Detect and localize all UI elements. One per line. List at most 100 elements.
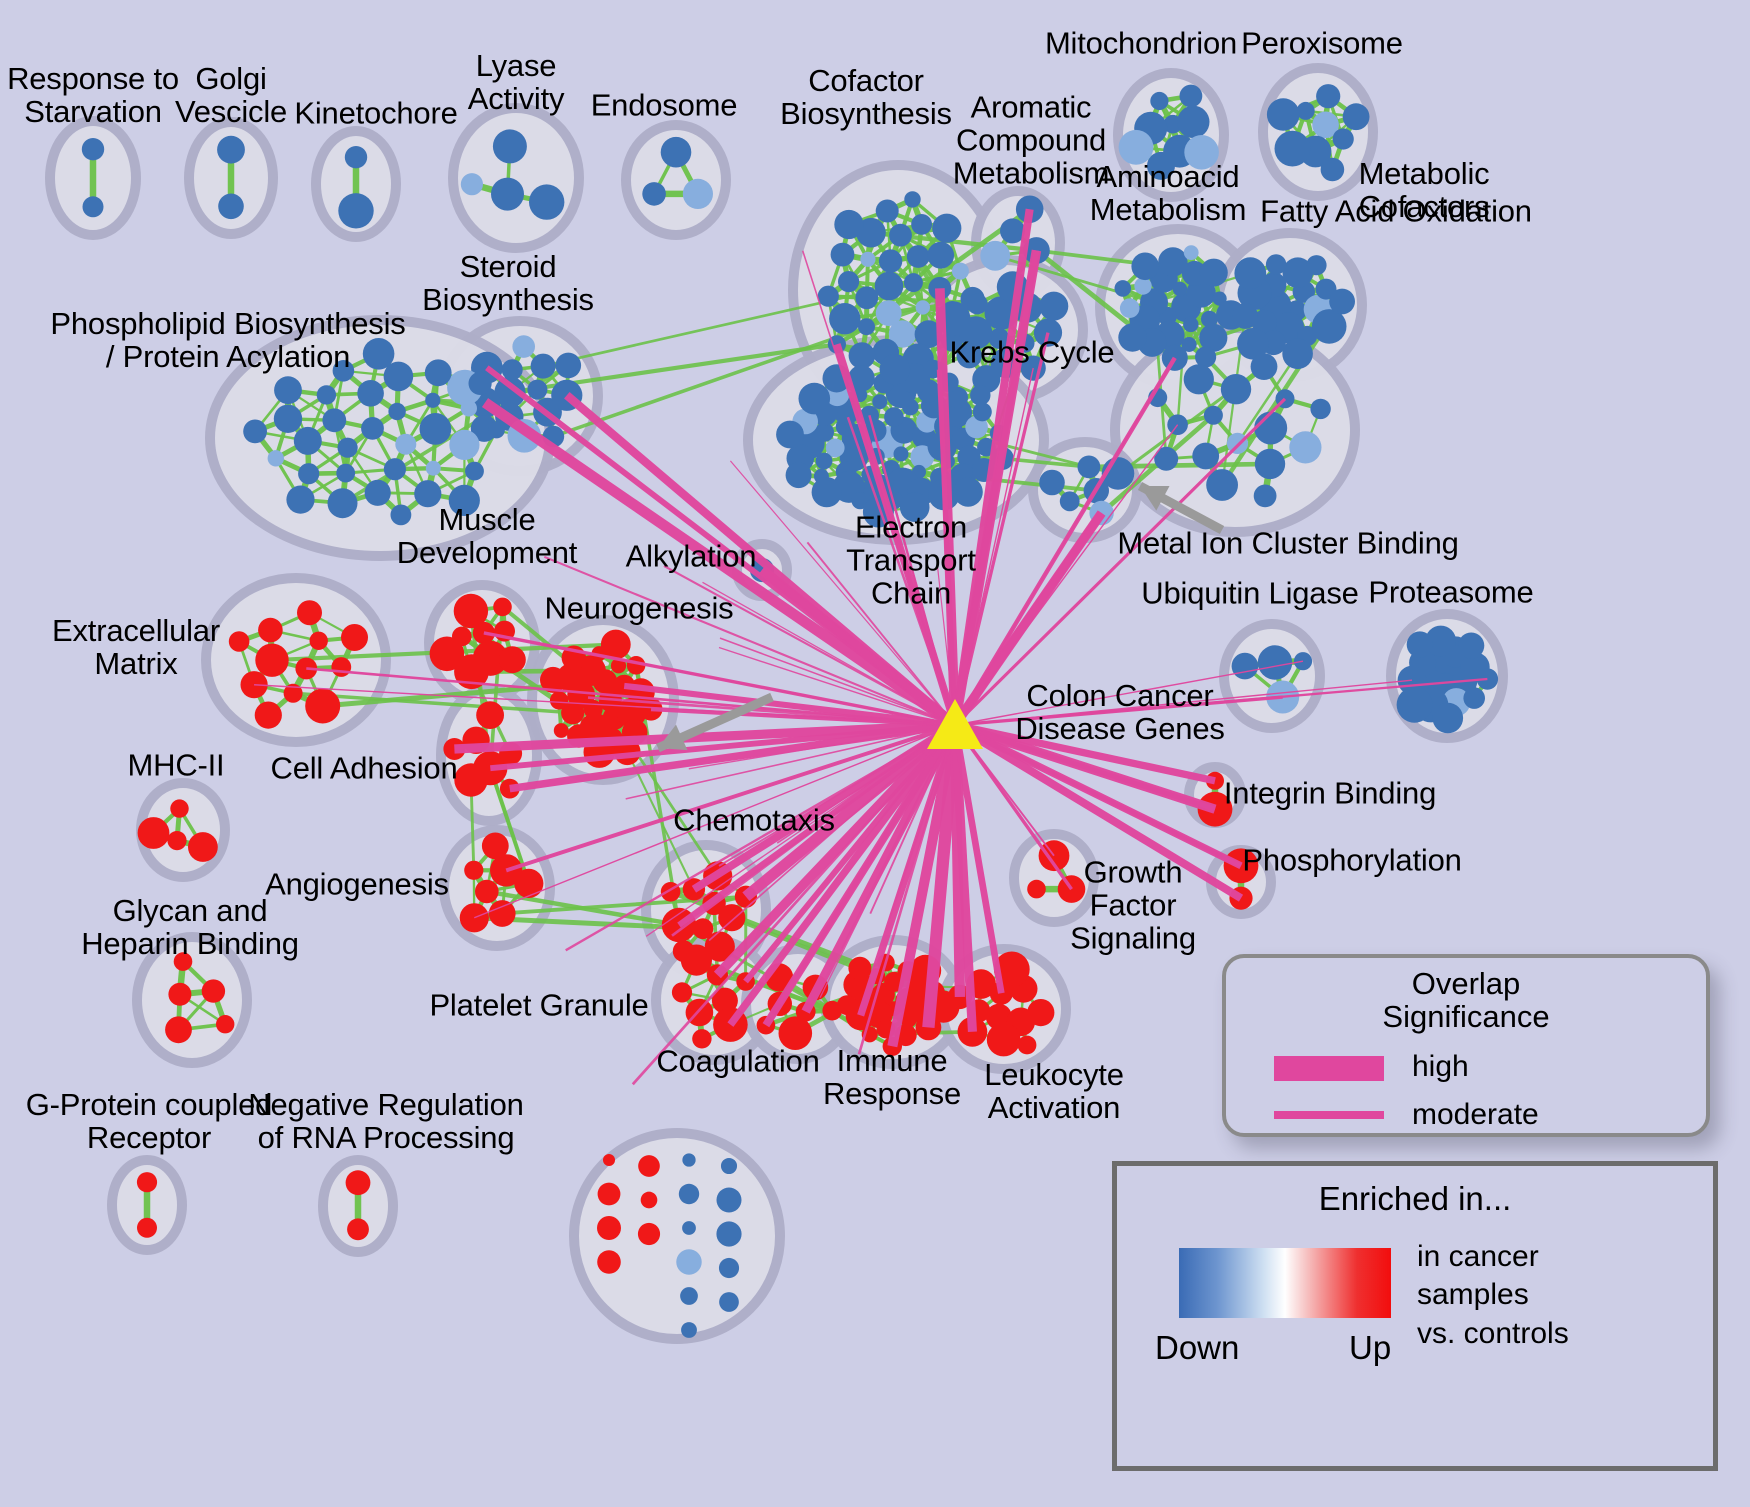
network-node <box>309 631 328 650</box>
network-node <box>825 438 845 458</box>
network-node <box>530 353 556 379</box>
network-node <box>414 480 442 508</box>
network-node <box>305 688 341 724</box>
network-node <box>837 995 857 1015</box>
network-node <box>338 193 374 229</box>
network-node <box>1316 84 1341 109</box>
network-node <box>419 413 452 445</box>
network-node <box>345 1170 371 1196</box>
network-node <box>1396 686 1433 723</box>
network-node <box>390 504 412 526</box>
network-node <box>889 223 912 247</box>
hub-edge-thin <box>888 724 956 919</box>
network-node <box>855 286 879 310</box>
hub-edge <box>691 721 958 893</box>
color-gradient-bar <box>1179 1248 1391 1318</box>
network-node <box>388 402 406 421</box>
network-node <box>555 352 582 379</box>
network-node <box>682 1153 696 1167</box>
hub-edge-thin <box>869 724 956 914</box>
network-node <box>494 376 526 408</box>
legend-overlap-title: Overlap Significance <box>1382 966 1550 1035</box>
network-node <box>1119 298 1140 319</box>
network-node <box>884 407 904 427</box>
network-node <box>332 360 355 382</box>
network-node <box>720 1157 738 1175</box>
network-node <box>1234 257 1267 290</box>
network-node <box>951 262 969 280</box>
network-node <box>1232 303 1258 329</box>
network-node <box>1342 103 1370 131</box>
network-node <box>718 1257 740 1279</box>
network-node <box>597 1250 621 1274</box>
network-node <box>1397 665 1427 695</box>
hub-edge <box>952 721 1244 902</box>
hub-edge <box>954 723 1242 868</box>
network-node <box>829 303 861 335</box>
network-node <box>341 624 368 651</box>
hub-edge-thin <box>625 724 956 800</box>
hub-edge <box>954 660 1304 726</box>
network-node <box>167 831 187 851</box>
network-node <box>1184 135 1219 170</box>
network-node <box>719 1292 739 1312</box>
network-node <box>1027 879 1046 899</box>
hub-edge-thin <box>857 724 957 1055</box>
arrow-metal-ion <box>1137 482 1225 534</box>
network-node <box>1118 323 1147 352</box>
network-node <box>1183 245 1199 260</box>
network-node <box>692 918 714 940</box>
network-node <box>1265 254 1287 275</box>
network-node <box>1027 999 1055 1027</box>
hub-node-triangle[interactable] <box>927 699 983 749</box>
network-node <box>957 1016 988 1047</box>
network-node <box>216 1014 235 1034</box>
hub-edge <box>954 721 1216 785</box>
hub-edge-thin <box>565 723 956 952</box>
network-node <box>173 952 193 971</box>
hub-edge-thin <box>729 460 956 726</box>
network-node <box>1077 455 1101 479</box>
hub-edge-thin <box>587 696 956 727</box>
network-node <box>1000 218 1025 244</box>
network-node <box>1192 442 1220 470</box>
network-node <box>660 136 692 168</box>
network-node <box>488 421 505 439</box>
network-node <box>168 982 192 1006</box>
network-node <box>911 214 932 235</box>
network-node <box>946 386 969 408</box>
network-node <box>170 799 189 818</box>
network-node <box>316 385 337 405</box>
hub-edge <box>483 631 956 726</box>
network-node <box>361 417 384 440</box>
network-node <box>468 371 492 395</box>
network-node <box>1150 91 1169 111</box>
network-node <box>1172 281 1188 297</box>
network-node <box>293 426 322 455</box>
network-node <box>274 376 302 405</box>
network-node <box>1310 398 1331 420</box>
network-node <box>718 904 746 932</box>
network-node <box>228 631 250 652</box>
network-node <box>254 701 282 729</box>
network-node <box>1131 252 1159 281</box>
network-node <box>1206 469 1238 501</box>
network-node <box>848 956 872 980</box>
network-node <box>1039 291 1069 321</box>
network-node <box>914 320 943 349</box>
hub-edge-thin <box>719 637 956 726</box>
hub-edge <box>922 724 962 1028</box>
network-node <box>472 621 495 645</box>
network-node <box>512 335 535 358</box>
hub-edge <box>952 249 1040 726</box>
network-node <box>848 365 875 392</box>
hub-edge-thin <box>847 378 957 726</box>
network-node <box>830 242 855 267</box>
network-node <box>716 1187 742 1213</box>
hub-edge <box>454 720 956 754</box>
network-node <box>357 380 384 407</box>
network-node <box>331 657 352 677</box>
network-node <box>600 629 631 660</box>
network-node <box>137 1217 157 1238</box>
